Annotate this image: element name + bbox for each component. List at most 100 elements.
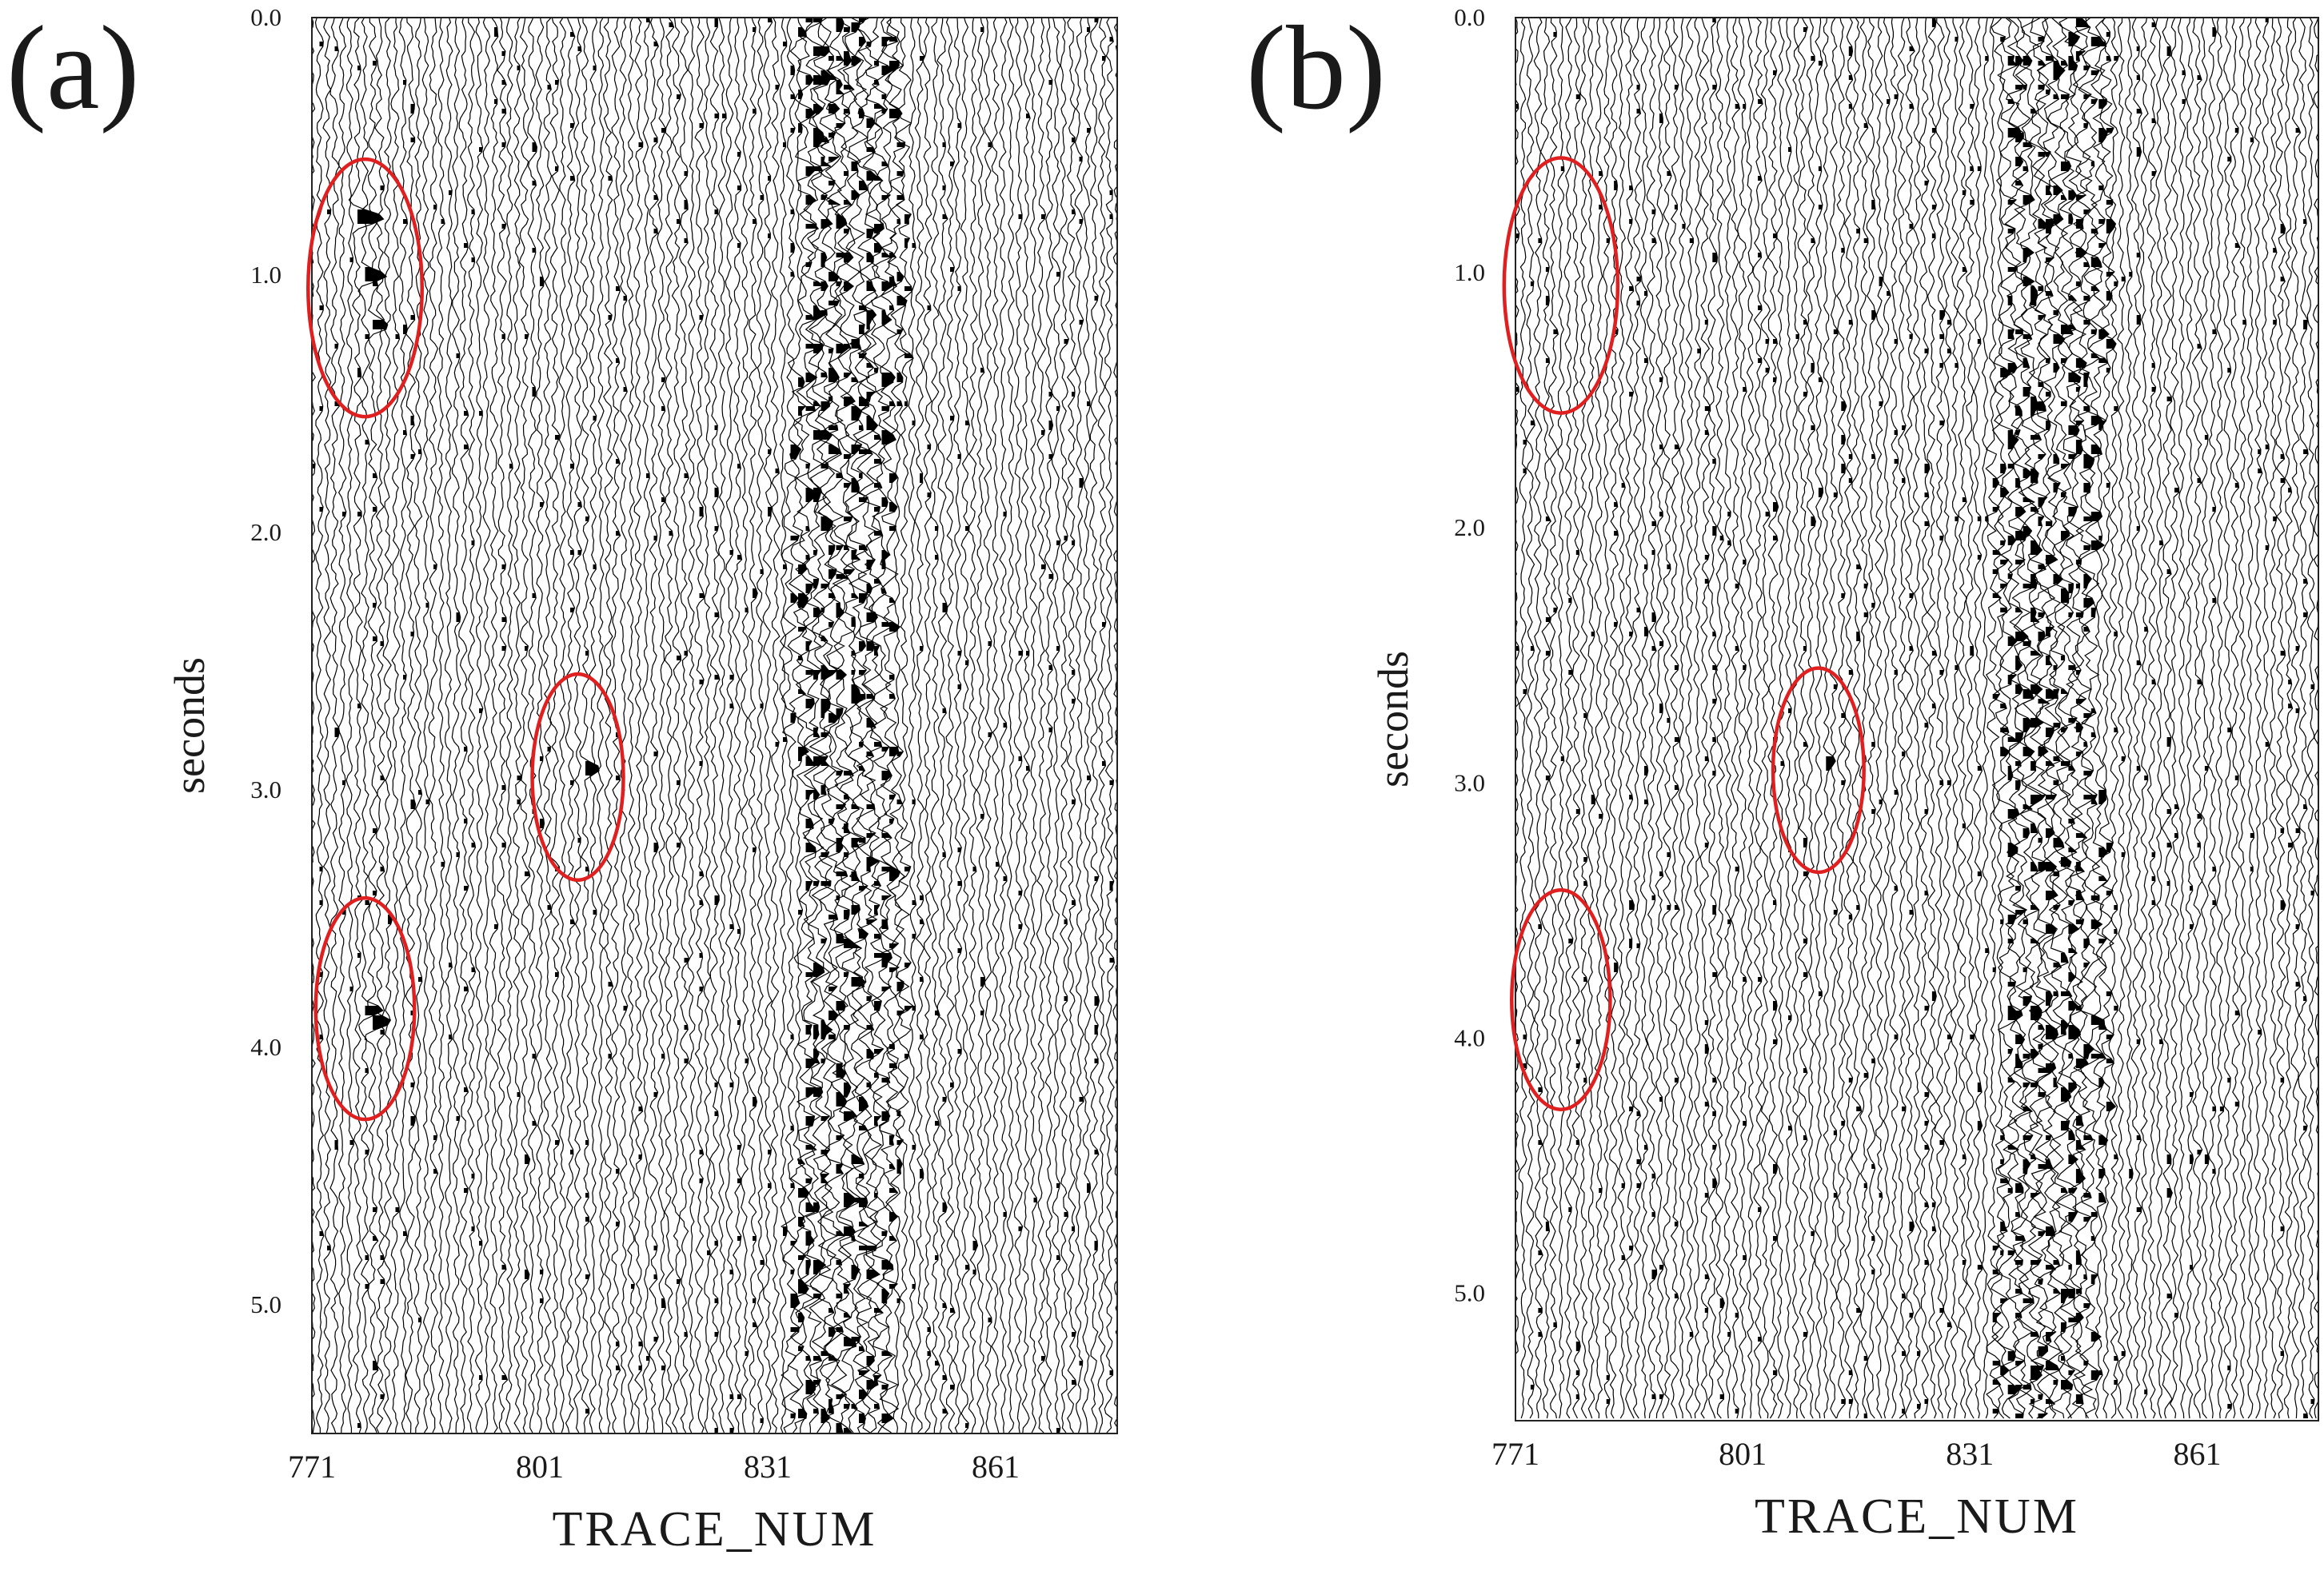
seismic-trace xyxy=(558,18,567,1433)
seismic-trace xyxy=(1889,18,1899,1419)
seismic-trace xyxy=(1745,18,1755,1419)
y-tick-label: 3.0 xyxy=(1454,768,1485,796)
seismic-trace xyxy=(413,18,423,1433)
seismic-trace xyxy=(1557,18,1565,1419)
panel-a: (a) 0.0 1.0 2.0 3.0 4.0 5.0 771 801 831 861 TRACE_… xyxy=(6,2,1118,1557)
y-tick-label: 5.0 xyxy=(1454,1278,1485,1306)
seismic-trace xyxy=(1813,18,1824,1419)
seismic-trace xyxy=(1767,18,1779,1419)
seismic-trace xyxy=(1912,18,1922,1419)
seismic-trace xyxy=(2282,18,2294,1419)
seismic-trace xyxy=(1655,18,1664,1419)
x-tick-label: 801 xyxy=(1719,1436,1767,1472)
seismic-trace xyxy=(1006,18,1016,1433)
seismic-trace xyxy=(837,18,866,1433)
seismic-trace xyxy=(2268,18,2278,1419)
panel-label: (a) xyxy=(6,2,140,134)
seismic-trace xyxy=(702,18,712,1433)
y-tick-label: 4.0 xyxy=(250,1033,282,1061)
seismic-trace xyxy=(793,18,820,1433)
seismic-trace xyxy=(732,18,743,1433)
seismic-trace xyxy=(1518,18,1528,1419)
y-tick-label: 0.0 xyxy=(250,3,282,31)
seismic-trace xyxy=(687,18,697,1433)
seismic-trace xyxy=(2306,18,2316,1419)
seismic-trace xyxy=(2200,18,2210,1419)
seismic-trace xyxy=(944,18,956,1433)
seismic-trace xyxy=(579,18,600,1433)
seismic-trace xyxy=(1843,18,1854,1419)
seismic-trace xyxy=(801,18,827,1433)
x-tick-label: 831 xyxy=(1946,1436,1994,1472)
seismic-trace xyxy=(512,18,522,1433)
y-axis-title: seconds xyxy=(166,657,214,794)
seismic-trace xyxy=(778,18,788,1433)
seismic-trace xyxy=(1678,18,1686,1419)
seismic-trace xyxy=(1602,18,1611,1419)
seismic-trace xyxy=(390,18,401,1433)
seismic-trace xyxy=(1699,18,1711,1419)
seismic-trace xyxy=(357,18,388,1433)
seismic-trace xyxy=(1669,18,1680,1419)
seismic-trace xyxy=(807,18,833,1433)
seismic-trace xyxy=(1730,18,1741,1419)
seismic-trace xyxy=(329,18,340,1433)
seismic-trace xyxy=(2130,18,2142,1419)
y-tick-label: 5.0 xyxy=(250,1290,282,1318)
seismic-trace xyxy=(497,18,509,1433)
seismic-trace xyxy=(1956,18,1968,1419)
seismic-trace xyxy=(1934,18,1946,1419)
seismic-trace xyxy=(664,18,675,1433)
seismic-trace xyxy=(2298,18,2309,1419)
seismic-trace xyxy=(876,18,903,1433)
seismic-trace xyxy=(1623,18,1635,1419)
x-axis-title: TRACE_NUM xyxy=(553,1502,877,1557)
seismic-trace xyxy=(952,18,963,1433)
x-tick-label: 771 xyxy=(1491,1436,1539,1472)
y-tick-label: 1.0 xyxy=(1454,258,1485,286)
seismic-trace xyxy=(398,18,409,1433)
seismic-trace xyxy=(1990,18,2011,1419)
x-tick-label: 801 xyxy=(516,1449,564,1485)
seismic-trace xyxy=(694,18,705,1433)
seismic-trace xyxy=(709,18,721,1433)
y-tick-label: 2.0 xyxy=(250,518,282,546)
seismic-trace xyxy=(1752,18,1763,1419)
seismic-trace xyxy=(770,18,781,1433)
seismic-trace xyxy=(337,18,347,1433)
highlight-ellipse xyxy=(1771,666,1866,875)
seismic-trace xyxy=(2055,18,2082,1419)
seismic-trace xyxy=(1617,18,1626,1419)
seismic-trace xyxy=(817,18,841,1433)
seismic-trace xyxy=(348,18,385,1433)
seismic-trace xyxy=(869,18,896,1433)
seismic-trace xyxy=(2207,18,2218,1419)
seismic-trace xyxy=(2124,18,2134,1419)
seismic-trace xyxy=(1791,18,1800,1419)
seismic-trace xyxy=(542,18,553,1433)
seismic-trace xyxy=(1851,18,1863,1419)
seismic-trace xyxy=(2139,18,2149,1419)
seismic-trace xyxy=(914,18,925,1433)
seismic-trace xyxy=(1539,18,1551,1419)
seismic-trace xyxy=(314,18,325,1433)
y-tick-label: 1.0 xyxy=(250,261,282,289)
seismic-trace xyxy=(1533,18,1543,1419)
y-tick-label: 4.0 xyxy=(1454,1023,1485,1051)
seismic-trace xyxy=(830,18,858,1433)
seismic-trace xyxy=(1759,18,1771,1419)
seismic-trace xyxy=(747,18,758,1433)
seismic-trace xyxy=(2169,18,2180,1419)
y-tick-label: 2.0 xyxy=(1454,513,1485,541)
seismic-trace xyxy=(922,18,932,1433)
seismic-trace xyxy=(633,18,644,1433)
seismic-trace xyxy=(1858,18,1869,1419)
seismic-trace xyxy=(2230,18,2241,1419)
seismic-trace xyxy=(641,18,651,1433)
seismic-trace xyxy=(2185,18,2194,1419)
seismic-trace xyxy=(1089,18,1100,1433)
seismic-trace xyxy=(602,18,614,1433)
seismic-trace xyxy=(1043,18,1054,1433)
seismic-trace xyxy=(1964,18,1975,1419)
seismic-trace xyxy=(1866,18,1877,1419)
